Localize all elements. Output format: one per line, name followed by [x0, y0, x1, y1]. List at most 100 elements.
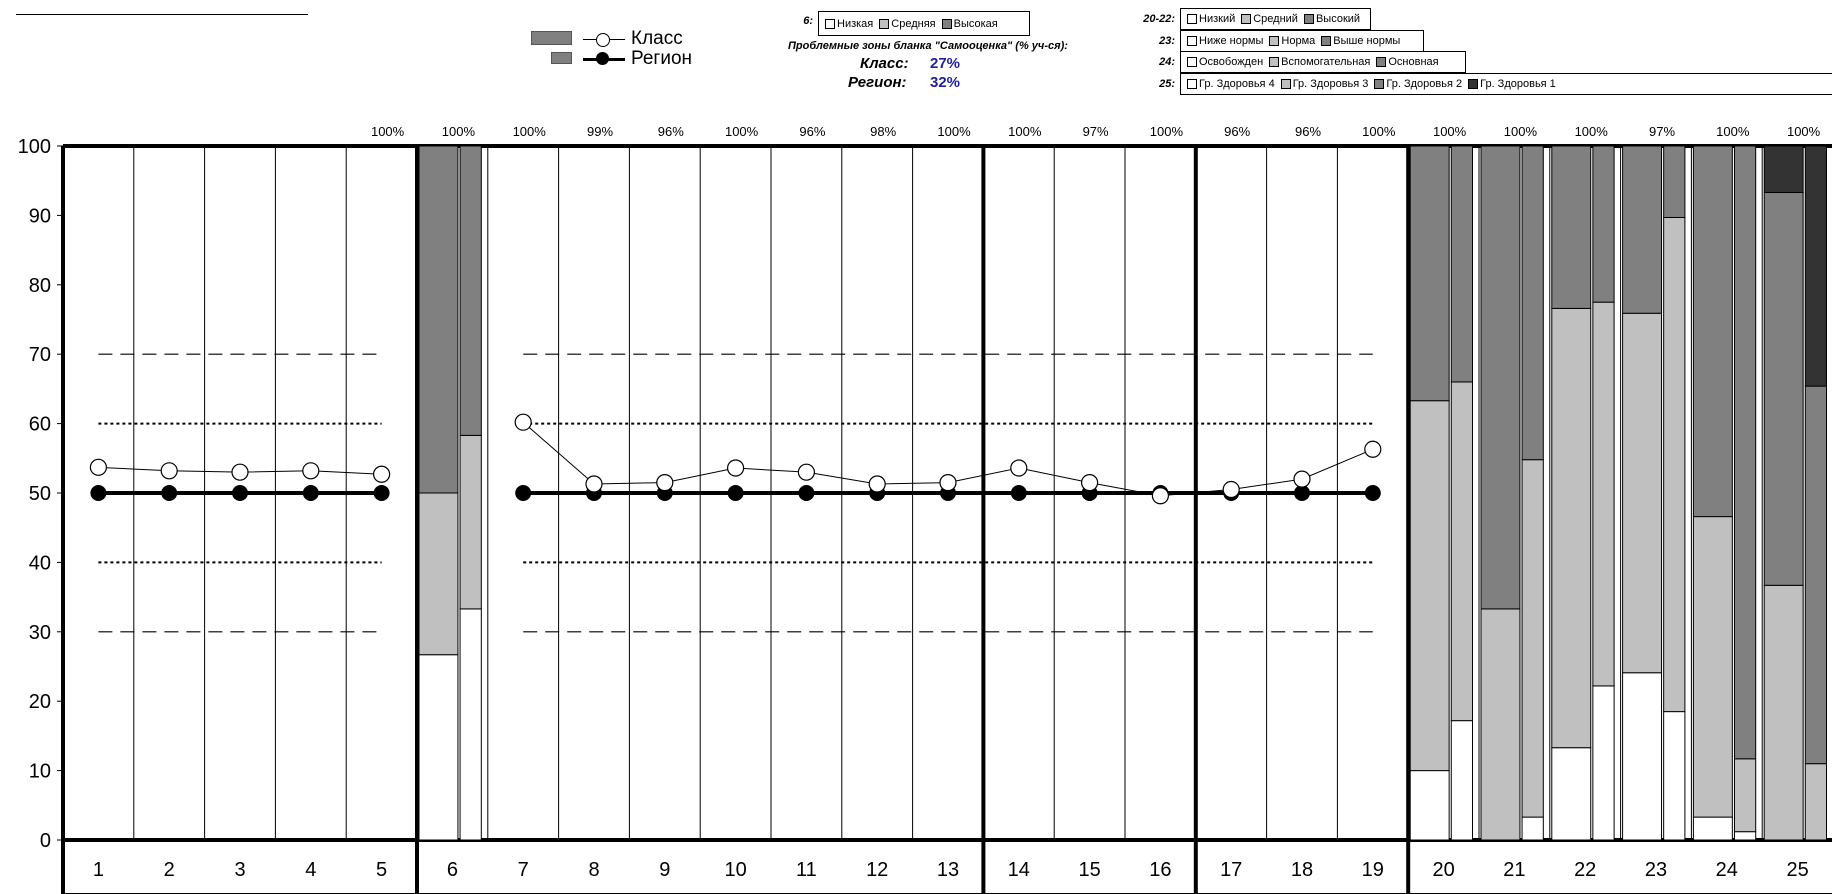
top-percent-label: 100%	[1362, 124, 1396, 139]
category-label: 15	[1078, 859, 1100, 881]
top-percent-label: 100%	[937, 124, 971, 139]
y-tick-label: 40	[29, 552, 51, 574]
top-percent-label: 100%	[1575, 124, 1609, 139]
class-point	[585, 475, 603, 493]
legend-23-item-low: Ниже нормы	[1187, 35, 1263, 47]
stacked-bar-class-segment	[1480, 608, 1521, 841]
top-percent-label: 96%	[799, 124, 825, 139]
stacked-bar-region-segment	[1592, 301, 1615, 687]
stacked-bar-class-segment	[1763, 584, 1804, 841]
category-label: 1	[93, 859, 104, 881]
y-tick-label: 0	[40, 830, 51, 852]
stacked-bar-class-segment	[1551, 145, 1592, 309]
legend-24-item-2: Вспомогательная	[1269, 56, 1370, 68]
region-legend-label: Регион	[631, 48, 693, 69]
category-label: 12	[866, 859, 888, 881]
legend-25-item-2: Гр. Здоровья 2	[1374, 78, 1462, 90]
stacked-bar-region-segment	[459, 608, 482, 841]
class-point	[373, 465, 391, 483]
stacked-bar-region-segment	[1804, 385, 1828, 765]
stacked-bar-region-segment	[1804, 145, 1828, 387]
region-legend-marker	[596, 52, 609, 65]
top-percent-label: 100%	[513, 124, 547, 139]
category-label: 8	[588, 859, 599, 881]
top-percent-label: 100%	[371, 124, 405, 139]
category-label: 25	[1786, 859, 1808, 881]
region-point	[232, 485, 248, 501]
problem-zones-title: Проблемные зоны бланка "Самооценка" (% у…	[788, 40, 1068, 52]
legend-20-22-box: Низкий Средний Высокий	[1180, 8, 1371, 30]
stacked-bar-class-segment	[1409, 770, 1450, 841]
stacked-bar-class-segment	[1551, 307, 1592, 749]
top-percent-label: 100%	[1787, 124, 1821, 139]
legend-20-22-item-low: Низкий	[1187, 13, 1235, 25]
stacked-bar-region-segment	[1592, 145, 1615, 303]
legend-20-22-key: 20-22:	[1143, 13, 1175, 25]
legend-6-box: Низкая Средняя Высокая	[818, 11, 1030, 36]
legend-25-key: 25:	[1159, 78, 1175, 90]
region-point	[1364, 485, 1381, 501]
legend-24-box: Освобожден Вспомогательная Основная	[1180, 51, 1466, 73]
class-point	[89, 458, 108, 476]
stacked-bar-region-segment	[1663, 711, 1686, 841]
category-label: 14	[1008, 859, 1030, 881]
stacked-bar-class-segment	[1480, 145, 1521, 610]
stacked-bar-class-segment	[1692, 816, 1733, 841]
category-label: 11	[796, 859, 817, 881]
stacked-bar-class-segment	[1409, 145, 1450, 402]
category-label: 6	[447, 859, 458, 881]
class-legend-bar	[531, 31, 572, 45]
top-percent-label: 100%	[442, 124, 476, 139]
top-percent-label: 100%	[1433, 124, 1467, 139]
legend-25-item-4: Гр. Здоровья 4	[1187, 78, 1275, 90]
stacked-bar-class-segment	[1551, 747, 1592, 841]
top-percent-label: 96%	[1295, 124, 1321, 139]
stacked-bar-region-segment	[1663, 145, 1686, 218]
legend-25-item-1: Гр. Здоровья 1	[1468, 78, 1556, 90]
legend-25-item-3: Гр. Здоровья 3	[1280, 78, 1368, 90]
stacked-bar-class-segment	[418, 654, 459, 841]
category-label: 20	[1432, 859, 1454, 881]
stacked-bar-region-segment	[459, 145, 482, 436]
legend-25-box: Гр. Здоровья 4 Гр. Здоровья 3 Гр. Здоров…	[1180, 73, 1832, 95]
legend-20-22-item-mid: Средний	[1241, 13, 1298, 25]
class-point	[1151, 487, 1170, 505]
legend-20-22-item-high: Высокий	[1303, 13, 1360, 25]
top-percent-label: 100%	[1504, 124, 1538, 139]
legend-6-item-mid: Средняя	[879, 18, 936, 30]
stacked-bar-class-segment	[1622, 145, 1663, 314]
class-point	[1222, 480, 1240, 499]
class-legend-label: Класс	[631, 28, 683, 49]
stacked-bar-class-segment	[1409, 400, 1450, 772]
class-point	[1010, 459, 1028, 477]
class-point	[868, 475, 886, 493]
top-percent-label: 96%	[658, 124, 684, 139]
category-label: 3	[234, 859, 245, 881]
class-point	[231, 463, 249, 481]
class-point	[939, 473, 957, 492]
category-label: 2	[164, 859, 175, 881]
y-tick-label: 50	[29, 483, 51, 505]
stacked-bar-region-segment	[459, 434, 482, 610]
class-point	[1080, 473, 1099, 492]
y-tick-label: 90	[29, 205, 51, 227]
category-label: 5	[376, 859, 387, 881]
category-label: 4	[305, 859, 316, 881]
class-point	[656, 473, 674, 492]
top-percent-label: 98%	[870, 124, 896, 139]
legend-23-item-high: Выше нормы	[1321, 35, 1400, 47]
class-point	[302, 462, 320, 480]
region-point	[373, 485, 390, 501]
y-tick-label: 80	[29, 275, 51, 297]
top-percent-label: 100%	[1150, 124, 1184, 139]
stacked-bar-region-segment	[1804, 763, 1828, 841]
class-legend-marker	[596, 33, 610, 47]
stacked-bar-class-segment	[1692, 516, 1733, 818]
legend-6-key: 6:	[803, 15, 813, 27]
category-label: 21	[1503, 859, 1525, 881]
category-label: 24	[1716, 859, 1738, 881]
class-zone-label: Класс:	[860, 55, 909, 72]
y-tick-label: 100	[18, 136, 51, 158]
top-percent-label: 100%	[725, 124, 759, 139]
